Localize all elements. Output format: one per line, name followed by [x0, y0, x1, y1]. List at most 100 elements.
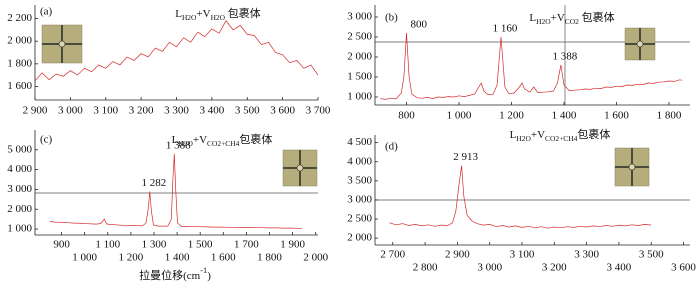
x-tick-label: 1 900 — [280, 239, 305, 251]
x-tick-label: 2 900 — [23, 105, 48, 117]
subscript: CO2+CH4 — [545, 134, 578, 143]
label: LH2O+VCO2 包裹体 — [529, 10, 614, 27]
text-segment: +V — [196, 8, 210, 20]
x-tick-label: 1 600 — [604, 110, 629, 122]
inset-inclusion — [296, 164, 304, 172]
x-tick-label: 2 900 — [445, 249, 470, 261]
subscript: H2O — [536, 17, 551, 26]
text-segment: L — [510, 129, 517, 141]
peak-label: 800 — [411, 19, 428, 31]
text-segment: +V — [531, 129, 545, 141]
y-tick-label: 1 000 — [7, 223, 32, 235]
y-tick-label: 1 600 — [7, 80, 32, 92]
peak-label: 1 388 — [166, 139, 191, 151]
x-tick-label: 1 000 — [72, 252, 97, 264]
x-tick-label: 3 000 — [477, 262, 502, 274]
text-segment: L — [172, 134, 179, 146]
x-tick-label: 3 300 — [164, 105, 189, 117]
superscript: -1 — [200, 266, 207, 275]
panel-label: (c) — [40, 134, 53, 146]
y-tick-label: 4 000 — [347, 155, 372, 167]
y-tick-label: 2 000 — [347, 232, 372, 244]
x-tick-label: 3 400 — [200, 105, 225, 117]
x-tick-label: 3 100 — [93, 105, 118, 117]
y-tick-label: 1 800 — [7, 57, 32, 69]
x-tick-label: 1 500 — [188, 239, 213, 251]
y-tick-label: 2 000 — [7, 35, 32, 47]
x-tick-label: 3 200 — [129, 105, 154, 117]
x-tick-label: 1 400 — [552, 110, 577, 122]
panel-label: (a) — [40, 6, 53, 18]
subscript: H2O — [211, 13, 226, 22]
y-tick-label: 2 500 — [347, 31, 372, 43]
y-tick-label: 1 500 — [347, 71, 372, 83]
x-tick-label: 3 600 — [671, 262, 696, 274]
spectrum-line — [380, 32, 683, 100]
x-tick-label: 3 700 — [306, 105, 331, 117]
inset-inclusion — [636, 40, 644, 48]
x-tick-label: 2 800 — [413, 262, 438, 274]
x-tick-label: 1 000 — [447, 110, 472, 122]
y-tick-label: 2 200 — [7, 12, 32, 24]
text-segment: 拉曼位移(cm — [139, 268, 201, 282]
text-segment: L — [529, 12, 536, 24]
y-tick-label: 3 000 — [7, 183, 32, 195]
x-tick-label: 3 000 — [58, 105, 83, 117]
x-tick-label: 2 000 — [303, 252, 328, 264]
y-tick-label: 3 000 — [347, 11, 372, 23]
y-tick-label: 4 500 — [347, 136, 372, 148]
y-tick-label: 2 000 — [7, 203, 32, 215]
peak-label: 1 160 — [493, 23, 518, 35]
text-segment: 包裹体 — [225, 6, 261, 20]
label: 拉曼位移(cm-1) — [139, 266, 211, 281]
panel-label: (b) — [385, 12, 398, 24]
x-tick-label: 3 100 — [510, 249, 535, 261]
peak-label: 2 913 — [453, 151, 478, 163]
label: LH2O+VCO2+CH4包裹体 — [172, 132, 273, 149]
x-tick-label: 1 400 — [165, 252, 190, 264]
x-tick-label: 3 400 — [607, 262, 632, 274]
y-tick-label: 5 000 — [7, 143, 32, 155]
x-tick-label: 800 — [398, 110, 415, 122]
subscript: H2O — [182, 13, 197, 22]
x-tick-label: 1 800 — [657, 110, 682, 122]
spectrum-line — [49, 153, 302, 229]
y-tick-label: 1 000 — [347, 91, 372, 103]
text-segment: +V — [551, 12, 565, 24]
text-segment: 包裹体 — [239, 132, 272, 146]
x-tick-label: 3 600 — [270, 105, 295, 117]
subscript: H2O — [516, 134, 531, 143]
x-tick-label: 1 200 — [118, 252, 143, 264]
inset-inclusion — [628, 163, 636, 171]
x-tick-label: 1 600 — [211, 252, 236, 264]
subscript: H2O — [178, 139, 193, 148]
text-segment: 包裹体 — [577, 127, 610, 141]
x-tick-label: 1 200 — [499, 110, 524, 122]
x-tick-label: 3 300 — [574, 249, 599, 261]
label: LH2O+VH2O 包裹体 — [175, 6, 261, 23]
x-tick-label: 3 200 — [542, 262, 567, 274]
x-tick-label: 1 700 — [234, 239, 259, 251]
peak-label: 1 282 — [141, 177, 166, 189]
x-tick-label: 1 100 — [95, 239, 120, 251]
y-tick-label: 3 000 — [347, 193, 372, 205]
x-tick-label: 900 — [53, 239, 70, 251]
text-segment: ) — [207, 270, 211, 282]
x-tick-label: 3 500 — [639, 249, 664, 261]
x-tick-label: 2 700 — [380, 249, 405, 261]
peak-label: 1 388 — [552, 51, 577, 63]
text-segment: 包裹体 — [579, 10, 615, 24]
x-tick-label: 1 800 — [257, 252, 282, 264]
y-tick-label: 4 000 — [7, 163, 32, 175]
spectrum-line — [34, 20, 319, 82]
x-tick-label: 1 300 — [142, 239, 167, 251]
y-tick-label: 2 000 — [347, 51, 372, 63]
label: LH2O+VCO2+CH4包裹体 — [510, 127, 611, 144]
y-tick-label: 3 500 — [347, 174, 372, 186]
text-segment: +V — [193, 134, 207, 146]
x-tick-label: 3 500 — [235, 105, 260, 117]
subscript: CO2 — [565, 17, 579, 26]
y-tick-label: 2 500 — [347, 213, 372, 225]
spectrum-line — [389, 165, 652, 229]
